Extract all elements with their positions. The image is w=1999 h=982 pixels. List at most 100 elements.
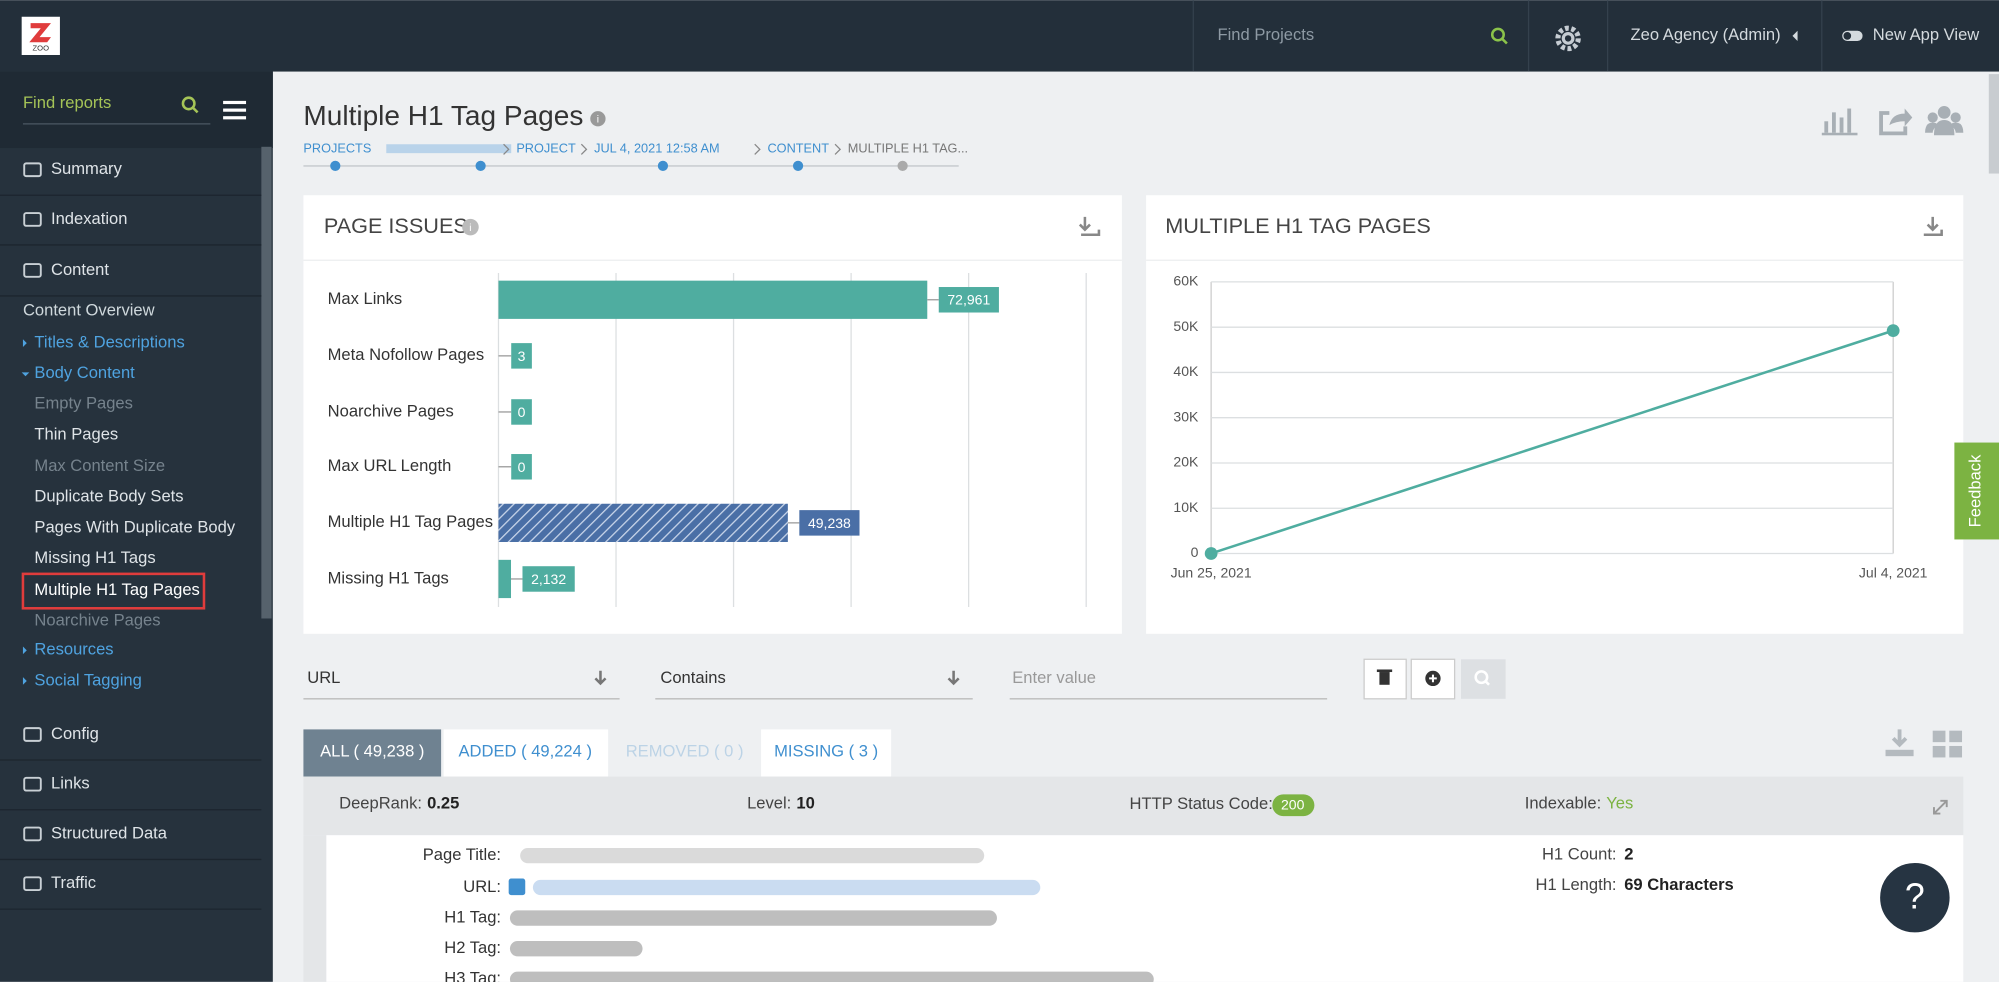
menu-icon: [23, 876, 42, 891]
x-tick-label: Jul 4, 2021: [1859, 565, 1928, 581]
category-label: Missing H1 Tags: [328, 568, 449, 587]
breadcrumb-sep: [834, 143, 842, 155]
menu-item[interactable]: Content: [51, 260, 109, 279]
breadcrumb[interactable]: PROJECT: [516, 141, 576, 156]
y-tick-label: 50K: [1173, 318, 1199, 334]
breadcrumb[interactable]: CONTENT: [767, 141, 829, 156]
bar[interactable]: [498, 280, 928, 319]
caret: [22, 339, 27, 347]
submenu-item[interactable]: Multiple H1 Tag Pages: [34, 580, 199, 599]
breadcrumb-sep: [580, 143, 588, 155]
field-label: H3 Tag:: [444, 969, 501, 982]
detail-summary: [303, 776, 1964, 836]
value-label-bg: [938, 287, 999, 313]
submenu-item[interactable]: Resources: [34, 640, 113, 659]
category-label: Max Links: [328, 289, 403, 308]
field-label: URL:: [463, 877, 501, 896]
menu-icon: [23, 162, 42, 178]
detail-stat: DeepRank: 0.25: [339, 794, 459, 813]
menu-item[interactable]: Traffic: [51, 873, 96, 892]
value-label: 72,961: [947, 292, 990, 308]
breadcrumb-dot: [657, 160, 669, 172]
value-label: 2,132: [531, 571, 566, 587]
breadcrumb[interactable]: JUL 4, 2021 12:58 AM: [594, 141, 720, 156]
download-icon[interactable]: [1078, 216, 1101, 237]
tab-label: ADDED ( 49,224 ): [459, 742, 592, 761]
menu-item[interactable]: Indexation: [51, 209, 127, 228]
submenu-item[interactable]: Thin Pages: [34, 424, 118, 443]
submenu-item[interactable]: Noarchive Pages: [34, 610, 160, 629]
h1-count: H1 Count: 2: [1542, 845, 1633, 864]
value-input[interactable]: Enter value: [1012, 668, 1096, 687]
submenu-item[interactable]: Body Content: [34, 363, 135, 382]
new-app-view[interactable]: New App View: [1873, 25, 1980, 44]
menu-icon: [23, 727, 42, 742]
settings-icon[interactable]: [1555, 25, 1581, 52]
account-menu[interactable]: Zeo Agency (Admin): [1631, 25, 1781, 44]
bar[interactable]: [498, 503, 788, 542]
report-search[interactable]: Find reports: [23, 93, 111, 112]
submenu-item[interactable]: Content Overview: [23, 301, 155, 320]
tab-label[interactable]: REMOVED ( 0 ): [626, 742, 744, 761]
sidebar: [0, 71, 273, 982]
value-label: 3: [518, 348, 526, 364]
menu-toggle[interactable]: [223, 100, 247, 120]
submenu-item[interactable]: Pages With Duplicate Body: [34, 517, 235, 536]
help-button[interactable]: [1878, 861, 1952, 935]
value-label: 0: [518, 404, 526, 420]
active-highlight: [21, 572, 206, 610]
redacted: [509, 910, 997, 926]
expand-icon[interactable]: [1933, 799, 1948, 815]
breadcrumb-dot: [897, 160, 908, 172]
top-bar: [0, 0, 1999, 72]
breadcrumb: MULTIPLE H1 TAG...: [848, 141, 968, 156]
status-badge: 200: [1281, 797, 1305, 813]
tab-label: MISSING ( 3 ): [774, 742, 878, 761]
menu-item[interactable]: Summary: [51, 159, 123, 178]
submenu-item[interactable]: Empty Pages: [34, 394, 133, 413]
submenu-item[interactable]: Titles & Descriptions: [34, 332, 184, 351]
tab[interactable]: [761, 729, 892, 777]
submenu-item[interactable]: Missing H1 Tags: [34, 548, 155, 567]
breadcrumb[interactable]: PROJECTS: [303, 141, 371, 156]
caret: [22, 677, 27, 685]
submenu-item[interactable]: Max Content Size: [34, 456, 165, 475]
field-label: H2 Tag:: [444, 938, 501, 957]
value-label-bg: [511, 343, 532, 369]
table-icons[interactable]: [1885, 729, 1963, 758]
detail-stat: HTTP Status Code:: [1130, 794, 1273, 813]
menu-icon: [23, 826, 42, 842]
project-search[interactable]: Find Projects: [1218, 25, 1315, 44]
field-label: H1 Tag:: [444, 907, 501, 926]
tab[interactable]: [303, 729, 442, 777]
menu-item[interactable]: Config: [51, 724, 99, 743]
breadcrumb-dot: [475, 160, 486, 172]
operator-select[interactable]: Contains: [660, 668, 725, 687]
tab[interactable]: [443, 729, 609, 777]
header-icons[interactable]: [1821, 105, 1964, 136]
link-icon: [508, 878, 526, 896]
value-label: 49,238: [808, 515, 851, 531]
menu-item[interactable]: Structured Data: [51, 823, 168, 842]
submenu-item[interactable]: Social Tagging: [34, 670, 141, 689]
menu-icon: [23, 263, 42, 278]
point[interactable]: [1886, 324, 1900, 338]
filter-bar: URL Contains Enter value: [303, 658, 1506, 700]
download-icon[interactable]: [1923, 216, 1943, 237]
menu-icon: [23, 776, 42, 792]
menu-item[interactable]: Links: [51, 774, 90, 793]
logo-text: ZOO: [33, 44, 50, 53]
point[interactable]: [1204, 547, 1218, 560]
svg-text:i: i: [469, 223, 471, 234]
breadcrumb-dot: [792, 160, 804, 172]
submenu-item[interactable]: Duplicate Body Sets: [34, 487, 183, 506]
field-select[interactable]: URL: [307, 668, 340, 687]
panel-title: PAGE ISSUES: [324, 213, 468, 238]
feedback-tab[interactable]: [1954, 442, 1999, 540]
search-button[interactable]: [1461, 659, 1506, 699]
category-label: Max URL Length: [328, 456, 452, 475]
redacted: [532, 879, 1041, 896]
bar[interactable]: [498, 559, 512, 599]
y-tick-label: 20K: [1173, 454, 1199, 470]
